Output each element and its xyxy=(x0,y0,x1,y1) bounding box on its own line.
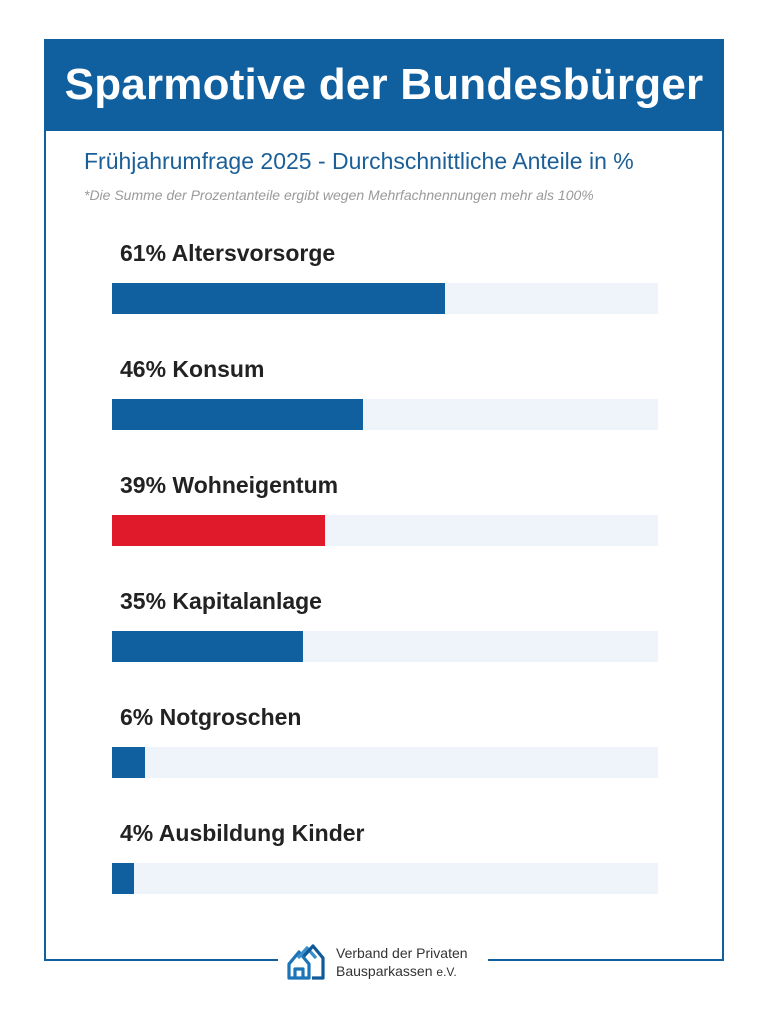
page-title: Sparmotive der Bundesbürger xyxy=(64,60,704,109)
bar-track xyxy=(112,283,658,314)
bar-track xyxy=(112,631,658,662)
bar xyxy=(112,747,145,778)
bar-label: 6% Notgroschen xyxy=(120,704,302,730)
organization-name: Verband der Privaten Bausparkassen e.V. xyxy=(336,944,468,981)
organization-name-line2: Bausparkassen xyxy=(336,962,433,979)
houses-logo-icon xyxy=(287,944,325,980)
footer-logo-block: Verband der Privaten Bausparkassen e.V. xyxy=(278,940,488,984)
organization-suffix: e.V. xyxy=(436,964,457,979)
bar-row: 46% Konsum xyxy=(112,356,658,472)
bar xyxy=(112,515,325,546)
bar-row: 6% Notgroschen xyxy=(112,704,658,820)
bar xyxy=(112,399,363,430)
bar-row: 35% Kapitalanlage xyxy=(112,588,658,704)
bar-track xyxy=(112,863,658,894)
title-banner: Sparmotive der Bundesbürger xyxy=(44,39,724,131)
bar-label: 61% Altersvorsorge xyxy=(120,240,336,266)
organization-name-line1: Verband der Privaten xyxy=(336,944,468,961)
bar-label: 39% Wohneigentum xyxy=(120,472,339,498)
bar-track xyxy=(112,747,658,778)
bar-label: 35% Kapitalanlage xyxy=(120,588,322,614)
bar-chart: 61% Altersvorsorge 46% Konsum 39% Wohneige… xyxy=(112,240,658,936)
bar-label: 4% Ausbildung Kinder xyxy=(120,820,365,846)
chart-footnote: *Die Summe der Prozentanteile ergibt weg… xyxy=(84,187,594,203)
bar-row: 61% Altersvorsorge xyxy=(112,240,658,356)
chart-subtitle: Frühjahrumfrage 2025 - Durchschnittliche… xyxy=(84,148,634,174)
bar-track xyxy=(112,515,658,546)
bar-track xyxy=(112,399,658,430)
bar-label: 46% Konsum xyxy=(120,356,265,382)
bar-row: 4% Ausbildung Kinder xyxy=(112,820,658,936)
bar-row: 39% Wohneigentum xyxy=(112,472,658,588)
bar xyxy=(112,631,303,662)
bar xyxy=(112,283,445,314)
bar xyxy=(112,863,134,894)
